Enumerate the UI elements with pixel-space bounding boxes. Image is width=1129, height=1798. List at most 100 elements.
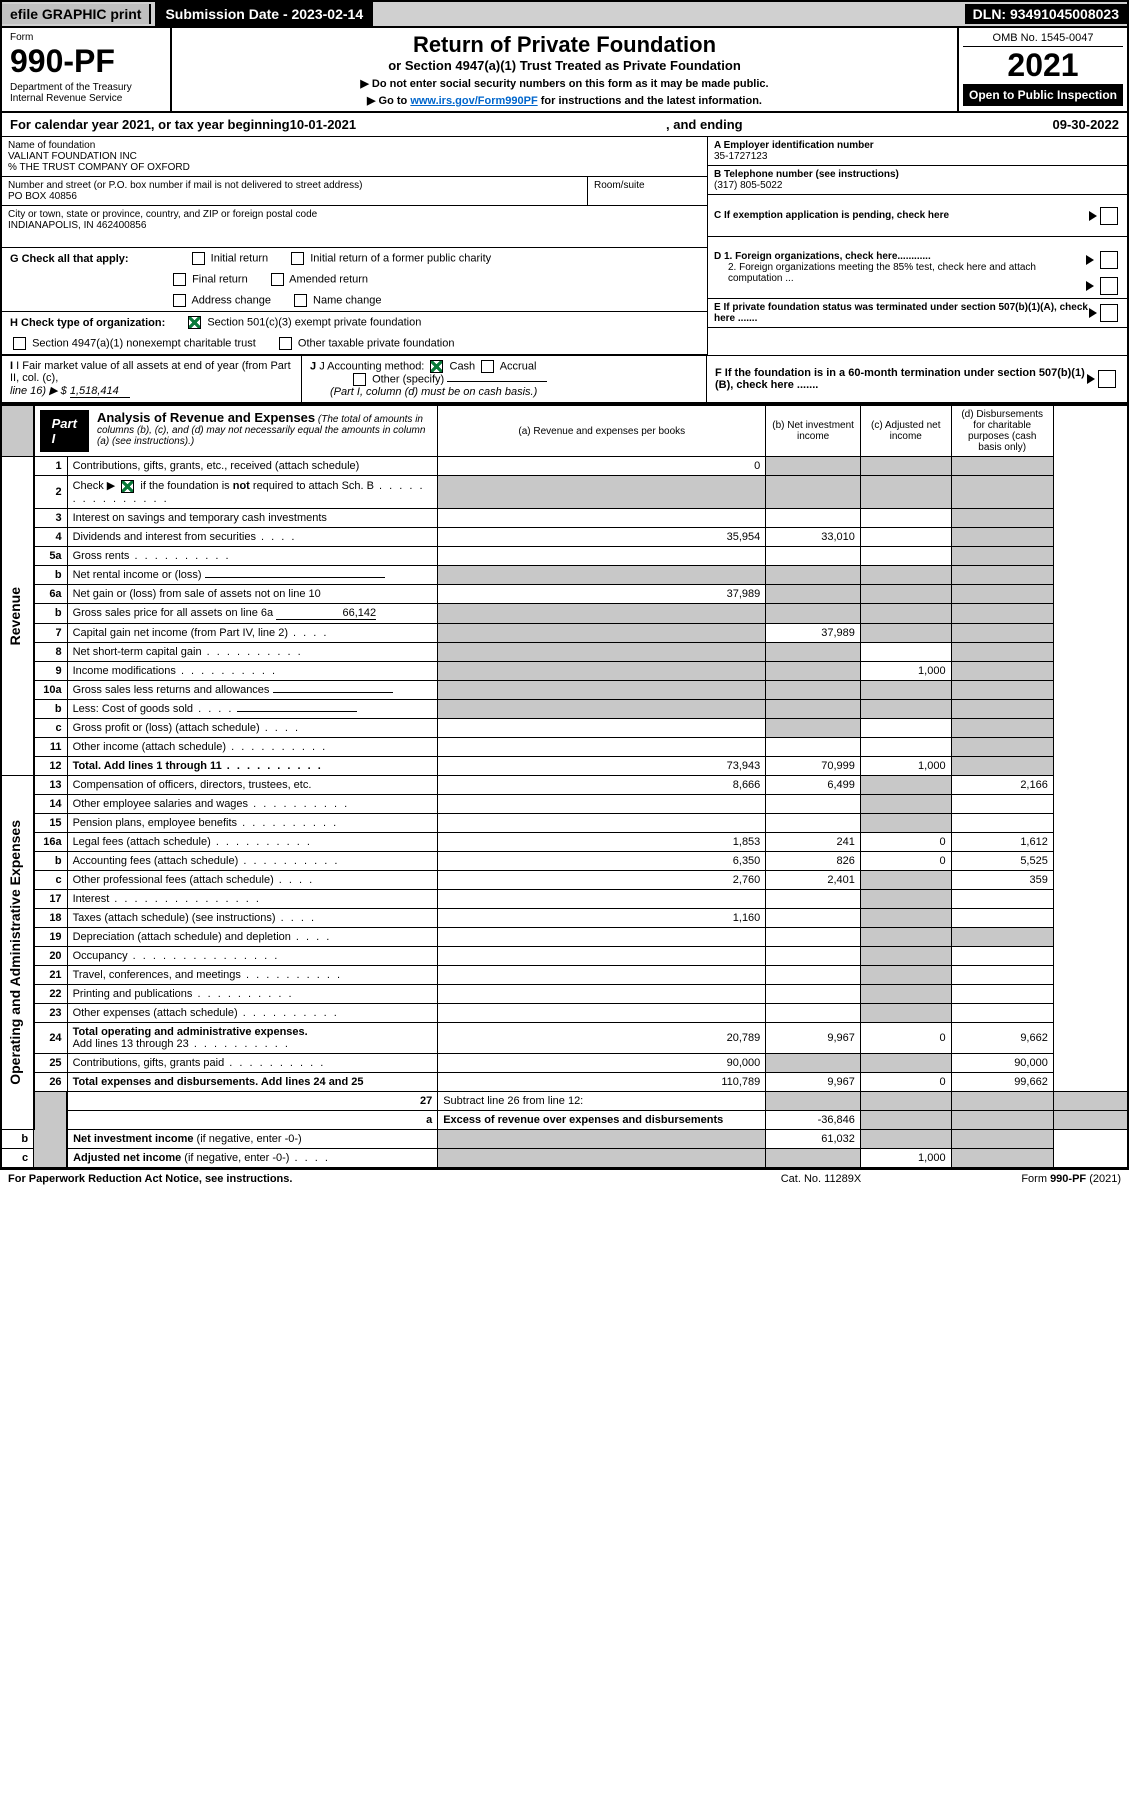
omb-number: OMB No. 1545-0047: [963, 32, 1123, 47]
col-a-header: (a) Revenue and expenses per books: [438, 405, 766, 457]
table-row: Revenue 1 Contributions, gifts, grants, …: [1, 457, 1128, 476]
row-25-a: 90,000: [438, 1053, 766, 1072]
row-16a-desc: Legal fees (attach schedule): [73, 836, 211, 848]
arrow-icon: [1086, 255, 1094, 265]
row-10b-desc: Less: Cost of goods sold: [73, 703, 193, 715]
g-name: Name change: [313, 294, 382, 306]
name-change-checkbox[interactable]: [294, 294, 307, 307]
row-5a-desc: Gross rents: [73, 550, 130, 562]
ein-value: 35-1727123: [714, 151, 1121, 162]
efile-print-button[interactable]: efile GRAPHIC print: [2, 4, 151, 24]
row-16a-c: 0: [860, 832, 951, 851]
table-row: 4Dividends and interest from securities3…: [1, 527, 1128, 546]
instructions-link-line: ▶ Go to www.irs.gov/Form990PF for instru…: [180, 94, 949, 107]
row-16b-d: 5,525: [951, 851, 1053, 870]
table-row: 9Income modifications1,000: [1, 661, 1128, 680]
row-16a-d: 1,612: [951, 832, 1053, 851]
ijf-row: I I Fair market value of all assets at e…: [0, 356, 1129, 404]
row-27b-b: 61,032: [766, 1129, 861, 1148]
f-checkbox[interactable]: [1098, 370, 1116, 388]
form990pf-link[interactable]: www.irs.gov/Form990PF: [410, 95, 537, 107]
calyear-mid: , and ending: [356, 117, 1052, 132]
row-10c-desc: Gross profit or (loss) (attach schedule): [73, 722, 260, 734]
row-18-desc: Taxes (attach schedule) (see instruction…: [73, 912, 276, 924]
e-label: E If private foundation status was termi…: [714, 302, 1089, 324]
table-row: 8Net short-term capital gain: [1, 642, 1128, 661]
other-taxable-checkbox[interactable]: [279, 337, 292, 350]
form-number: 990-PF: [10, 43, 162, 80]
row-23-desc: Other expenses (attach schedule): [73, 1007, 238, 1019]
4947-checkbox[interactable]: [13, 337, 26, 350]
name-label: Name of foundation: [8, 140, 701, 151]
j-accrual: Accrual: [500, 360, 537, 372]
initial-former-checkbox[interactable]: [291, 252, 304, 265]
table-row: 10aGross sales less returns and allowanc…: [1, 680, 1128, 699]
col-d-header: (d) Disbursements for charitable purpose…: [951, 405, 1053, 457]
page-footer: For Paperwork Reduction Act Notice, see …: [0, 1169, 1129, 1188]
other-method-checkbox[interactable]: [353, 373, 366, 386]
address-change-checkbox[interactable]: [173, 294, 186, 307]
table-row: 24Total operating and administrative exp…: [1, 1022, 1128, 1053]
table-row: bGross sales price for all assets on lin…: [1, 603, 1128, 623]
tax-year: 2021: [963, 47, 1123, 84]
row-24-b: 9,967: [766, 1022, 861, 1053]
arrow-icon: [1087, 374, 1095, 384]
d2-checkbox[interactable]: [1100, 277, 1118, 295]
row-27a-a: -36,846: [766, 1110, 861, 1129]
f-label: F If the foundation is in a 60-month ter…: [715, 367, 1087, 391]
cat-number: Cat. No. 11289X: [721, 1173, 921, 1185]
note2-pre: ▶ Go to: [367, 95, 410, 107]
amended-return-checkbox[interactable]: [271, 273, 284, 286]
revenue-side-label: Revenue: [7, 587, 23, 645]
tax-year-begin: 10-01-2021: [290, 117, 357, 132]
table-row: 6aNet gain or (loss) from sale of assets…: [1, 584, 1128, 603]
table-row: 15Pension plans, employee benefits: [1, 813, 1128, 832]
table-row: cOther professional fees (attach schedul…: [1, 870, 1128, 889]
g-address: Address change: [191, 294, 271, 306]
accrual-checkbox[interactable]: [481, 360, 494, 373]
row-22-desc: Printing and publications: [73, 988, 193, 1000]
ein-cell: A Employer identification number 35-1727…: [708, 137, 1127, 166]
row-20-desc: Occupancy: [73, 950, 128, 962]
col-c-header: (c) Adjusted net income: [860, 405, 951, 457]
table-row: bNet rental income or (loss): [1, 565, 1128, 584]
row-12-b: 70,999: [766, 756, 861, 775]
table-row: Operating and Administrative Expenses 13…: [1, 775, 1128, 794]
row-6b-val: 66,142: [276, 607, 376, 620]
ein-label: A Employer identification number: [714, 140, 1121, 151]
cash-checkbox[interactable]: [430, 360, 443, 373]
row-12-c: 1,000: [860, 756, 951, 775]
sch-b-checkbox[interactable]: [121, 480, 134, 493]
calyear-pre: For calendar year 2021, or tax year begi…: [10, 117, 290, 132]
part1-table: Part I Analysis of Revenue and Expenses …: [0, 404, 1129, 1169]
initial-return-checkbox[interactable]: [192, 252, 205, 265]
d1-checkbox[interactable]: [1100, 251, 1118, 269]
calendar-year-row: For calendar year 2021, or tax year begi…: [0, 113, 1129, 137]
city-label: City or town, state or province, country…: [8, 209, 701, 220]
j-label: J Accounting method:: [319, 360, 424, 372]
top-bar: efile GRAPHIC print Submission Date - 20…: [0, 0, 1129, 28]
e-checkbox[interactable]: [1100, 304, 1118, 322]
row-5b-desc: Net rental income or (loss): [73, 569, 202, 581]
note2-post: for instructions and the latest informat…: [541, 95, 762, 107]
row-25-desc: Contributions, gifts, grants paid: [73, 1057, 225, 1069]
row-6a-desc: Net gain or (loss) from sale of assets n…: [67, 584, 438, 603]
row-13-b: 6,499: [766, 775, 861, 794]
row-26-d: 99,662: [951, 1072, 1053, 1091]
row-16c-a: 2,760: [438, 870, 766, 889]
row-19-desc: Depreciation (attach schedule) and deple…: [73, 931, 291, 943]
foundation-name: VALIANT FOUNDATION INC: [8, 151, 701, 162]
g-label: G Check all that apply:: [10, 253, 129, 265]
h-501c3: Section 501(c)(3) exempt private foundat…: [207, 316, 421, 328]
final-return-checkbox[interactable]: [173, 273, 186, 286]
arrow-icon: [1089, 308, 1097, 318]
row-26-b: 9,967: [766, 1072, 861, 1091]
j-cash: Cash: [450, 360, 476, 372]
g-final: Final return: [192, 273, 248, 285]
col-b-header: (b) Net investment income: [766, 405, 861, 457]
501c3-checkbox[interactable]: [188, 316, 201, 329]
table-row: bAccounting fees (attach schedule)6,3508…: [1, 851, 1128, 870]
d2-label: 2. Foreign organizations meeting the 85%…: [714, 262, 1086, 284]
exemption-pending-checkbox[interactable]: [1100, 207, 1118, 225]
row-15-desc: Pension plans, employee benefits: [73, 817, 238, 829]
